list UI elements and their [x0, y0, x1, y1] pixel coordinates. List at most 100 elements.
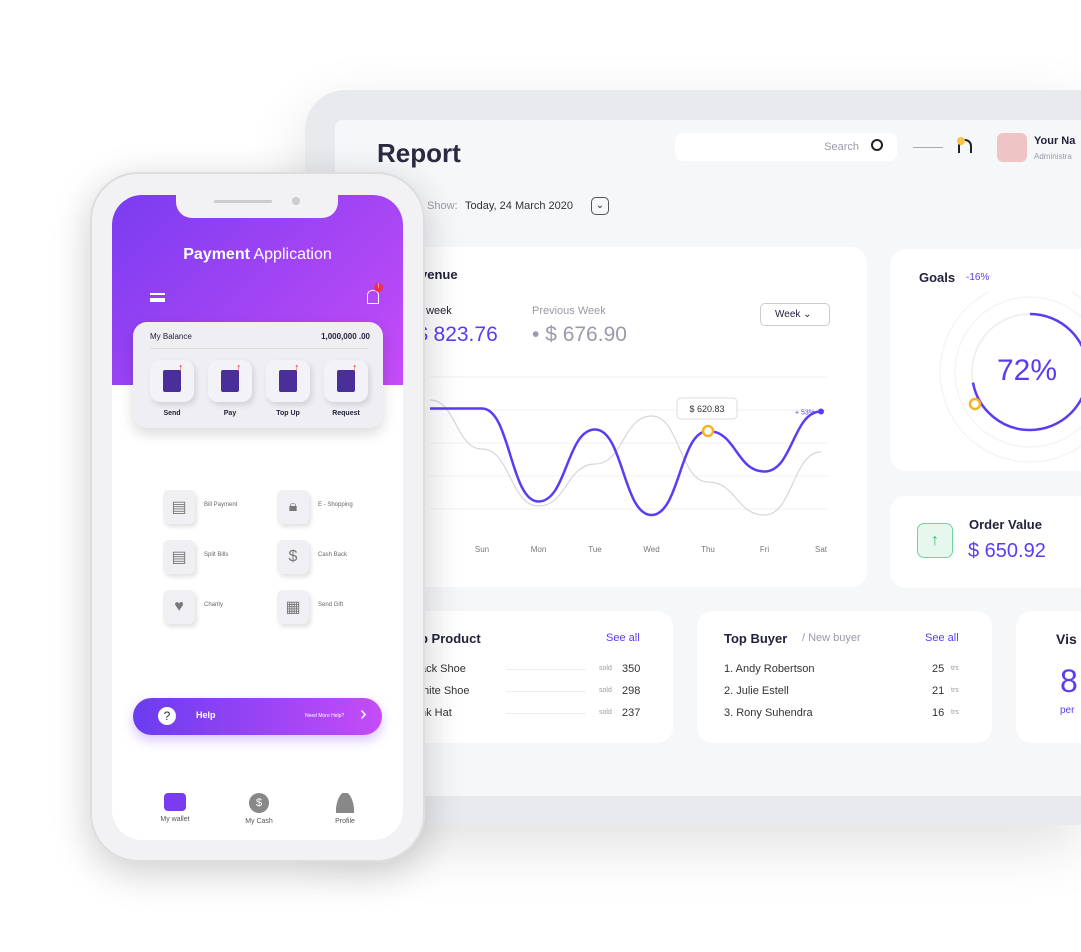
action-icon: ↑	[266, 360, 310, 402]
action-top-up[interactable]: ↑ Top Up	[266, 360, 310, 417]
action-send[interactable]: ↑ Send	[150, 360, 194, 417]
series-line-previous	[429, 399, 822, 516]
goals-title: Goals	[919, 270, 956, 285]
product-sold: 237	[622, 707, 641, 719]
prev-week-label: Previous Week	[532, 305, 606, 317]
top-buyer-subtitle: / New buyer	[802, 632, 861, 644]
notification-badge: !	[374, 283, 383, 292]
buyer-name: 3. Rony Suhendra	[724, 707, 813, 719]
buyer-name: 2. Julie Estell	[724, 685, 789, 697]
balance-value: 1,000,000 .00	[321, 332, 370, 341]
goals-percent: 72%	[997, 354, 1058, 387]
phone-screen: Payment Application ! My Balance 1,000,0…	[112, 195, 403, 840]
page-title: Report	[377, 138, 461, 168]
user-name: Your Na	[1034, 135, 1076, 147]
avatar[interactable]	[997, 133, 1027, 162]
arrow-icon: ↑	[294, 362, 300, 374]
buyer-unit: trs	[951, 709, 959, 716]
product-bar	[506, 713, 586, 714]
notification-icon[interactable]	[367, 290, 379, 304]
nav-label: My wallet	[160, 816, 190, 823]
profile-icon	[315, 793, 375, 813]
service-label: Bill Payment	[204, 502, 238, 508]
top-buyer-card: Top Buyer / New buyer See all 1. Andy Ro…	[697, 611, 992, 743]
x-tick-label: Wed	[643, 545, 659, 554]
end-point	[818, 408, 824, 415]
x-tick-label: Mon	[531, 545, 547, 554]
action-pay[interactable]: ↑ Pay	[208, 360, 252, 417]
search-placeholder: Search	[824, 141, 859, 153]
bell-icon[interactable]	[958, 139, 972, 153]
top-product-title: p Product	[420, 631, 481, 646]
action-icon: ↑	[150, 360, 194, 402]
top-product-see-all[interactable]: See all	[606, 632, 640, 644]
tooltip-label: $ 620.83	[689, 404, 724, 414]
x-tick-label: Sun	[475, 545, 489, 554]
series-line-current	[430, 407, 822, 517]
order-value-card: ↑ Order Value $ 650.92	[890, 496, 1081, 588]
nav-label: Profile	[335, 818, 355, 825]
buyer-count: 25	[932, 663, 945, 675]
tooltip	[676, 397, 738, 420]
change-label: + 53%	[795, 410, 815, 417]
service-item[interactable]: $ Cash Back	[277, 540, 387, 576]
goals-card: Goals -16% 72%	[890, 249, 1081, 471]
arrow-icon: ↑	[352, 362, 358, 374]
action-icon: ↑	[324, 360, 368, 402]
this-week-label: : week	[420, 305, 452, 317]
nav-label: My Cash	[245, 818, 273, 825]
cash-icon: $	[229, 793, 289, 813]
service-label: E - Shopping	[318, 502, 353, 508]
period-select[interactable]: Week ⌄	[760, 303, 830, 326]
date-value: Today, 24 March 2020	[465, 200, 574, 212]
service-label: Cash Back	[318, 552, 348, 558]
buyer-unit: trs	[951, 687, 959, 694]
date-dropdown-chevron-icon[interactable]: ⌄	[591, 197, 609, 215]
sold-label: sold	[599, 665, 612, 672]
gift-icon: ▦	[277, 590, 309, 624]
arrow-icon: ↑	[236, 362, 242, 374]
goals-change: -16%	[966, 272, 990, 283]
x-tick-label: Tue	[588, 545, 602, 554]
phone-notch	[176, 195, 338, 218]
visitors-card: Vis 8 per	[1016, 611, 1081, 743]
sold-label: sold	[599, 709, 612, 716]
goals-ring	[939, 292, 1081, 463]
x-tick-label: Sat	[815, 545, 828, 554]
product-name: nk Hat	[420, 707, 452, 719]
help-label: Help	[196, 710, 216, 720]
product-bar	[506, 691, 586, 692]
action-request[interactable]: ↑ Request	[324, 360, 368, 417]
top-buyer-see-all[interactable]: See all	[925, 632, 959, 644]
search-input[interactable]: Search	[675, 133, 897, 161]
show-label: Show:	[427, 200, 458, 212]
service-item[interactable]: ▤ Split Bills	[163, 540, 273, 576]
top-buyer-title: Top Buyer	[724, 631, 788, 646]
service-item[interactable]: ▤ Bill Payment	[163, 490, 273, 526]
prev-week-value: • $ 676.90	[532, 323, 627, 346]
service-label: Charity	[204, 602, 224, 608]
highlight-point[interactable]	[701, 424, 715, 438]
nav-profile[interactable]: Profile	[315, 793, 375, 825]
menu-icon[interactable]	[150, 293, 165, 302]
goals-progress-arc	[970, 312, 1081, 432]
user-role: Administra	[1034, 152, 1072, 161]
visitors-title: Vis	[1056, 631, 1077, 647]
service-item[interactable]: ♥ Charity	[163, 590, 273, 626]
order-value-amount: $ 650.92	[968, 540, 1046, 562]
nav-my-wallet[interactable]: My wallet	[145, 793, 205, 823]
question-icon: ?	[158, 707, 176, 725]
service-item[interactable]: ▦ Send Gift	[277, 590, 387, 626]
search-icon[interactable]	[871, 139, 883, 151]
this-week-value: $ 823.76	[416, 323, 498, 346]
split-bill-icon: ▤	[163, 540, 195, 574]
action-icon: ↑	[208, 360, 252, 402]
action-label: Top Up	[276, 410, 300, 417]
top-product-card: p Product See all ack Shoe sold 350/hite S…	[380, 611, 673, 743]
buyer-count: 16	[932, 707, 945, 719]
help-button[interactable]: ? Help Need More Help? ›	[133, 698, 382, 735]
action-label: Request	[332, 410, 360, 417]
service-item[interactable]: 🔒︎ E - Shopping	[277, 490, 387, 526]
nav-my-cash[interactable]: $ My Cash	[229, 793, 289, 825]
